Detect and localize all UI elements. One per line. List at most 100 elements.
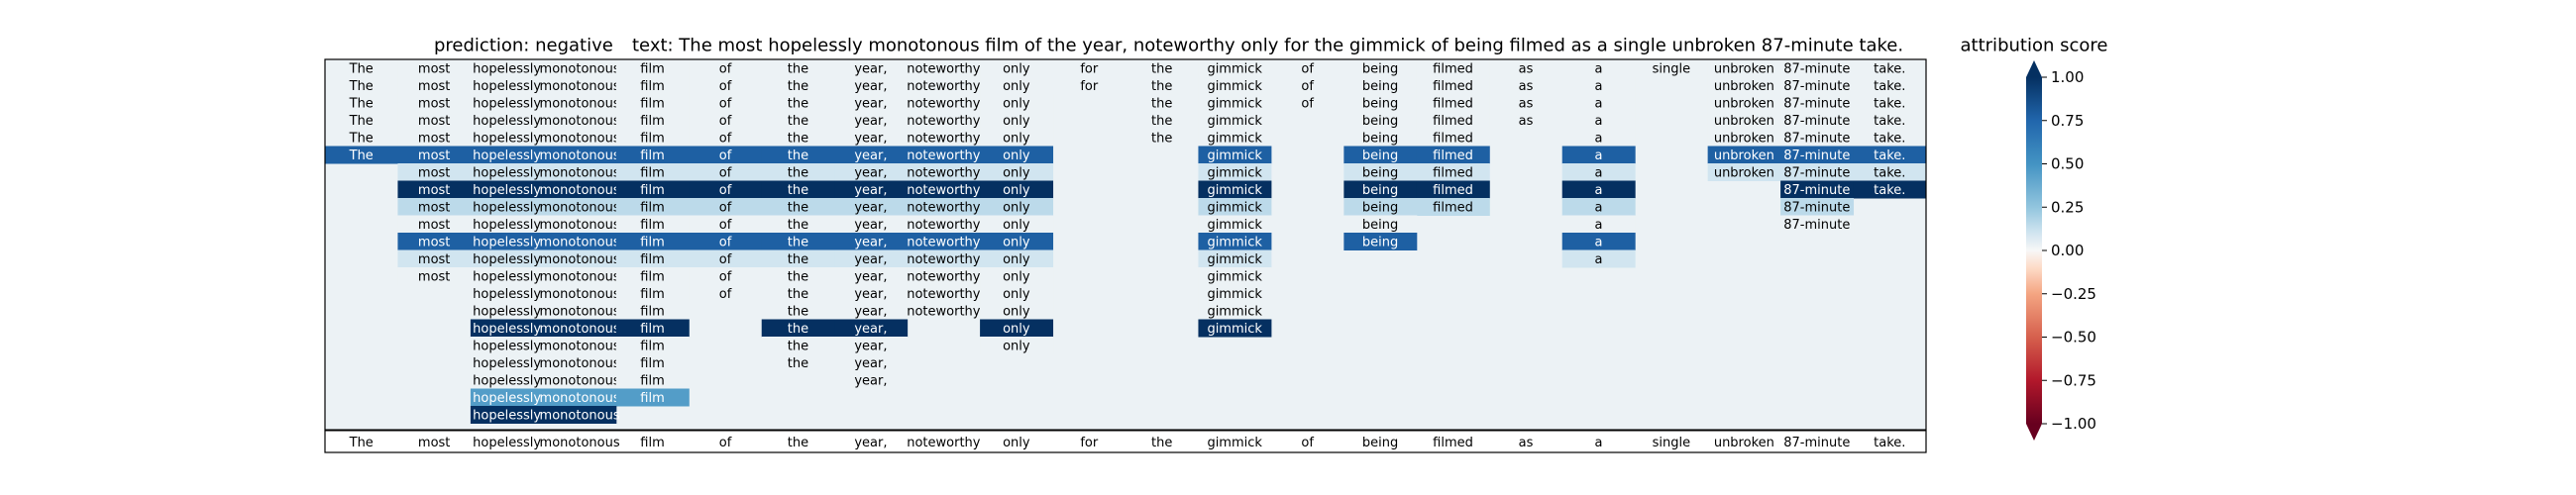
cell-token-label: filmed — [1433, 148, 1473, 163]
heatmap-cell — [325, 94, 398, 112]
cell-token-label: gimmick — [1207, 200, 1262, 215]
heatmap-cell — [834, 302, 909, 320]
heatmap-cell — [615, 302, 690, 320]
cell-token-label: most — [418, 79, 451, 94]
cell-token-label: only — [1003, 287, 1030, 302]
heatmap-cell — [761, 249, 835, 268]
heatmap-cell — [1126, 76, 1199, 95]
heatmap-cell — [1416, 129, 1490, 147]
cell-token-label: The — [349, 96, 374, 111]
cell-token-label: most — [418, 235, 451, 249]
heatmap-cell — [1198, 111, 1272, 130]
heatmap-cell — [397, 59, 472, 77]
cell-token-label: film — [640, 235, 664, 249]
heatmap-cell — [543, 353, 617, 372]
cell-token-label: only — [1003, 165, 1030, 180]
heatmap-cell — [1416, 180, 1490, 199]
heatmap-frame — [324, 58, 1927, 453]
cell-token-label: year, — [854, 356, 887, 371]
heatmap-cell — [1780, 59, 1855, 77]
heatmap-cell — [980, 215, 1054, 234]
heatmap-cell — [397, 249, 472, 268]
cell-token-label: year, — [854, 235, 887, 249]
heatmap-cell — [543, 337, 617, 354]
cell-token-label: a — [1594, 235, 1602, 249]
cell-token-label: the — [1151, 79, 1172, 94]
heatmap-cell — [470, 233, 544, 250]
heatmap-cell — [543, 215, 617, 234]
heatmap-cell — [761, 163, 835, 181]
cell-token-label: a — [1594, 148, 1602, 163]
input-token-label: year, — [854, 436, 887, 450]
heatmap-cell — [689, 76, 763, 95]
cell-token-label: monotonous — [540, 79, 620, 94]
heatmap-cell — [689, 267, 763, 285]
heatmap-cell — [1489, 76, 1563, 95]
cell-token-label: of — [719, 148, 732, 163]
cell-token-label: as — [1519, 114, 1534, 129]
heatmap-cell — [397, 233, 472, 250]
heatmap-cell — [834, 284, 909, 303]
cell-token-label: monotonous — [540, 114, 620, 129]
heatmap-cell — [470, 59, 544, 77]
heatmap-cell — [1707, 94, 1781, 112]
heatmap-cell — [615, 267, 690, 285]
heatmap-cell — [470, 198, 544, 216]
input-token-label: of — [1301, 436, 1314, 450]
cell-token-label: year, — [854, 269, 887, 284]
heatmap-cell — [1561, 111, 1636, 130]
heatmap-cell — [1489, 94, 1563, 112]
colorbar-tick-label: −1.00 — [2051, 415, 2096, 433]
heatmap-cell — [1343, 180, 1418, 199]
heatmap-cell — [980, 94, 1054, 112]
heatmap-cell — [1780, 76, 1855, 95]
heatmap-cell — [689, 215, 763, 234]
heatmap-cell — [1780, 198, 1855, 216]
cell-token-label: only — [1003, 304, 1030, 319]
heatmap-cell — [761, 129, 835, 147]
heatmap-cell — [1561, 146, 1636, 164]
heatmap-cell — [1853, 59, 1927, 77]
cell-token-label: as — [1519, 96, 1534, 111]
cell-token-label: film — [640, 287, 664, 302]
cell-token-label: a — [1594, 96, 1602, 111]
cell-token-label: monotonous — [540, 218, 620, 233]
heatmap-cell — [980, 284, 1054, 303]
input-token-label: noteworthy — [907, 436, 981, 450]
cell-token-label: a — [1594, 183, 1602, 198]
heatmap-cell — [834, 319, 909, 338]
cell-token-label: of — [719, 114, 732, 129]
heatmap-cell — [615, 337, 690, 354]
heatmap-cell — [543, 284, 617, 303]
heatmap-cell — [1343, 59, 1418, 77]
cell-token-label: unbroken — [1714, 165, 1774, 180]
cell-token-label: gimmick — [1207, 165, 1262, 180]
heatmap-cell — [1198, 249, 1272, 268]
cell-token-label: year, — [854, 304, 887, 319]
cell-token-label: the — [788, 252, 808, 267]
heatmap-cell — [1343, 129, 1418, 147]
cell-token-label: year, — [854, 373, 887, 388]
heatmap-cell — [980, 267, 1054, 285]
heatmap-cell — [834, 249, 909, 268]
cell-token-label: only — [1003, 235, 1030, 249]
cell-token-label: a — [1594, 79, 1602, 94]
cell-token-label: noteworthy — [907, 114, 981, 129]
heatmap-cell — [689, 129, 763, 147]
heatmap-cell — [1561, 198, 1636, 216]
cell-token-label: noteworthy — [907, 165, 981, 180]
heatmap-cell — [1561, 129, 1636, 147]
cell-token-label: of — [1301, 79, 1314, 94]
cell-token-label: The — [349, 148, 374, 163]
heatmap-cell — [980, 59, 1054, 77]
cell-token-label: monotonous — [540, 356, 620, 371]
cell-token-label: noteworthy — [907, 200, 981, 215]
cell-token-label: hopelessly — [473, 304, 541, 319]
heatmap-cell — [1707, 146, 1781, 164]
cell-token-label: gimmick — [1207, 114, 1262, 129]
heatmap-cell — [834, 111, 909, 130]
